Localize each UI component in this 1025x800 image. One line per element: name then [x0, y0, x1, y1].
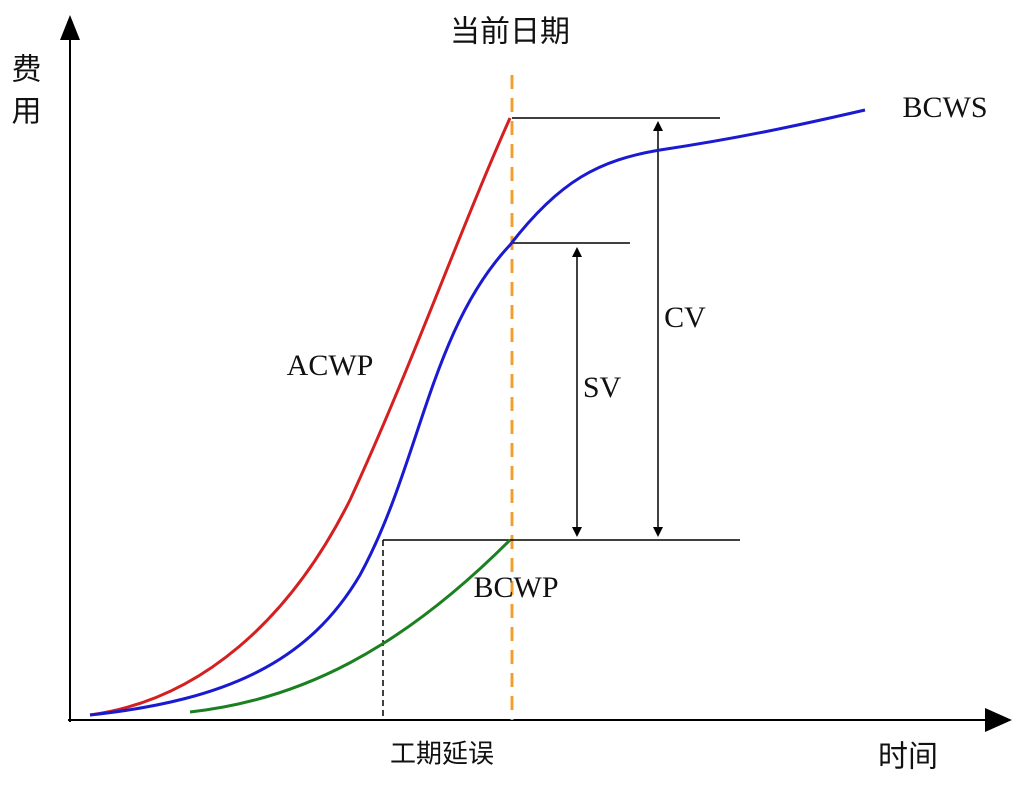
current-date-label: 当前日期 — [450, 15, 570, 50]
bcwp-label: BCWP — [473, 571, 558, 604]
x-axis-label: 时间 — [878, 740, 938, 775]
bcws-label: BCWS — [902, 91, 987, 124]
y-axis-arrow — [60, 15, 80, 40]
x-axis-arrow — [985, 708, 1012, 732]
acwp-curve — [89, 117, 512, 717]
delay-label: 工期延误 — [390, 740, 494, 770]
sv-label: SV — [583, 371, 622, 404]
cv-label: CV — [664, 301, 706, 334]
y-axis-label: 费用 — [6, 53, 42, 137]
bcwp-curve — [189, 538, 512, 714]
bcws-curve — [89, 108, 866, 717]
acwp-label: ACWP — [287, 349, 374, 382]
